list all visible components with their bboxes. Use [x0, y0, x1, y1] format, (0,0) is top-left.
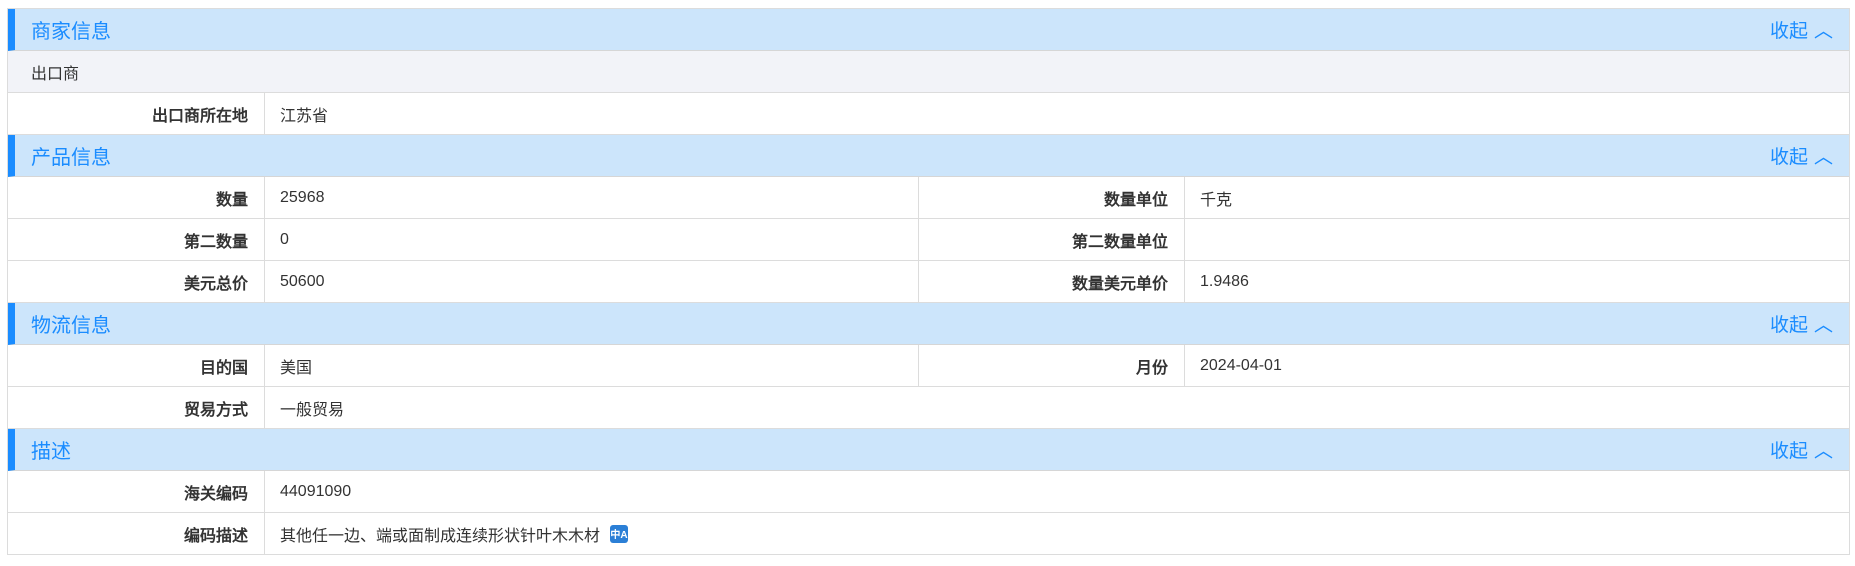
field-value: 其他任一边、端或面制成连续形状针叶木木材: [280, 527, 601, 545]
section-header-description: 描述 收起 ︿: [8, 429, 1849, 471]
collapse-button[interactable]: 收起 ︿: [1770, 16, 1849, 43]
field-label: 数量美元单价: [919, 261, 1185, 302]
field-label: 出口商所在地: [8, 93, 265, 134]
collapse-label: 收起: [1769, 21, 1808, 42]
field-value: [1185, 219, 1849, 260]
table-row: 第二数量 0 第二数量单位: [8, 219, 1849, 261]
field-label: 数量: [8, 177, 265, 218]
table-row: 数量 25968 数量单位 千克: [8, 177, 1849, 219]
section-title: 商家信息: [31, 21, 111, 43]
field-value-with-icon: 其他任一边、端或面制成连续形状针叶木木材 中A: [265, 513, 1849, 554]
translate-icon[interactable]: 中A: [610, 524, 629, 543]
field-label: 贸易方式: [8, 387, 265, 428]
table-row: 海关编码 44091090: [8, 471, 1849, 513]
section-header-merchant: 商家信息 收起 ︿: [8, 9, 1849, 51]
chevron-up-icon: ︿: [1813, 21, 1833, 42]
section-title: 物流信息: [31, 315, 111, 337]
table-row: 贸易方式 一般贸易: [8, 387, 1849, 429]
section-title: 描述: [31, 441, 71, 463]
field-label: 编码描述: [8, 513, 265, 554]
field-value: 江苏省: [280, 107, 329, 125]
section-header-product: 产品信息 收起 ︿: [8, 135, 1849, 177]
table-row: 美元总价 50600 数量美元单价 1.9486: [8, 261, 1849, 303]
field-label: 目的国: [8, 345, 265, 386]
field-label: 第二数量单位: [919, 219, 1185, 260]
table-row: 目的国 美国 月份 2024-04-01: [8, 345, 1849, 387]
chevron-up-icon: ︿: [1813, 147, 1833, 168]
section-title: 产品信息: [31, 147, 111, 169]
subheader-exporter: 出口商: [8, 51, 1849, 93]
field-value: 2024-04-01: [1200, 356, 1282, 374]
field-label: 月份: [919, 345, 1185, 386]
collapse-button[interactable]: 收起 ︿: [1770, 436, 1849, 463]
field-label: 海关编码: [8, 471, 265, 512]
collapse-label: 收起: [1769, 315, 1808, 336]
field-label: 数量单位: [919, 177, 1185, 218]
collapse-button[interactable]: 收起 ︿: [1770, 142, 1849, 169]
collapse-label: 收起: [1769, 147, 1808, 168]
table-row: 编码描述 其他任一边、端或面制成连续形状针叶木木材 中A: [8, 513, 1849, 555]
field-value: 25968: [265, 177, 919, 218]
field-label: 第二数量: [8, 219, 265, 260]
field-value: 44091090: [280, 482, 352, 500]
field-value: 美国: [265, 345, 919, 386]
detail-table: 商家信息 收起 ︿ 出口商 出口商所在地 江苏省 产品信息 收起 ︿ 数量 2596…: [7, 8, 1850, 555]
collapse-label: 收起: [1769, 441, 1808, 462]
chevron-up-icon: ︿: [1813, 441, 1833, 462]
field-value: 50600: [265, 261, 919, 302]
chevron-up-icon: ︿: [1813, 315, 1833, 336]
section-header-logistics: 物流信息 收起 ︿: [8, 303, 1849, 345]
field-value: 千克: [1200, 191, 1233, 209]
field-value: 0: [265, 219, 919, 260]
field-label: 美元总价: [8, 261, 265, 302]
collapse-button[interactable]: 收起 ︿: [1770, 310, 1849, 337]
field-value: 一般贸易: [280, 401, 345, 419]
field-value: 1.9486: [1200, 272, 1249, 290]
table-row: 出口商所在地 江苏省: [8, 93, 1849, 135]
